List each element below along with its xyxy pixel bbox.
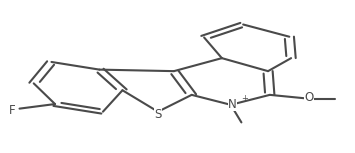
Text: S: S — [154, 108, 162, 121]
Text: F: F — [9, 104, 16, 117]
Text: N: N — [228, 98, 237, 110]
Text: +: + — [241, 95, 248, 103]
Text: O: O — [304, 91, 313, 104]
